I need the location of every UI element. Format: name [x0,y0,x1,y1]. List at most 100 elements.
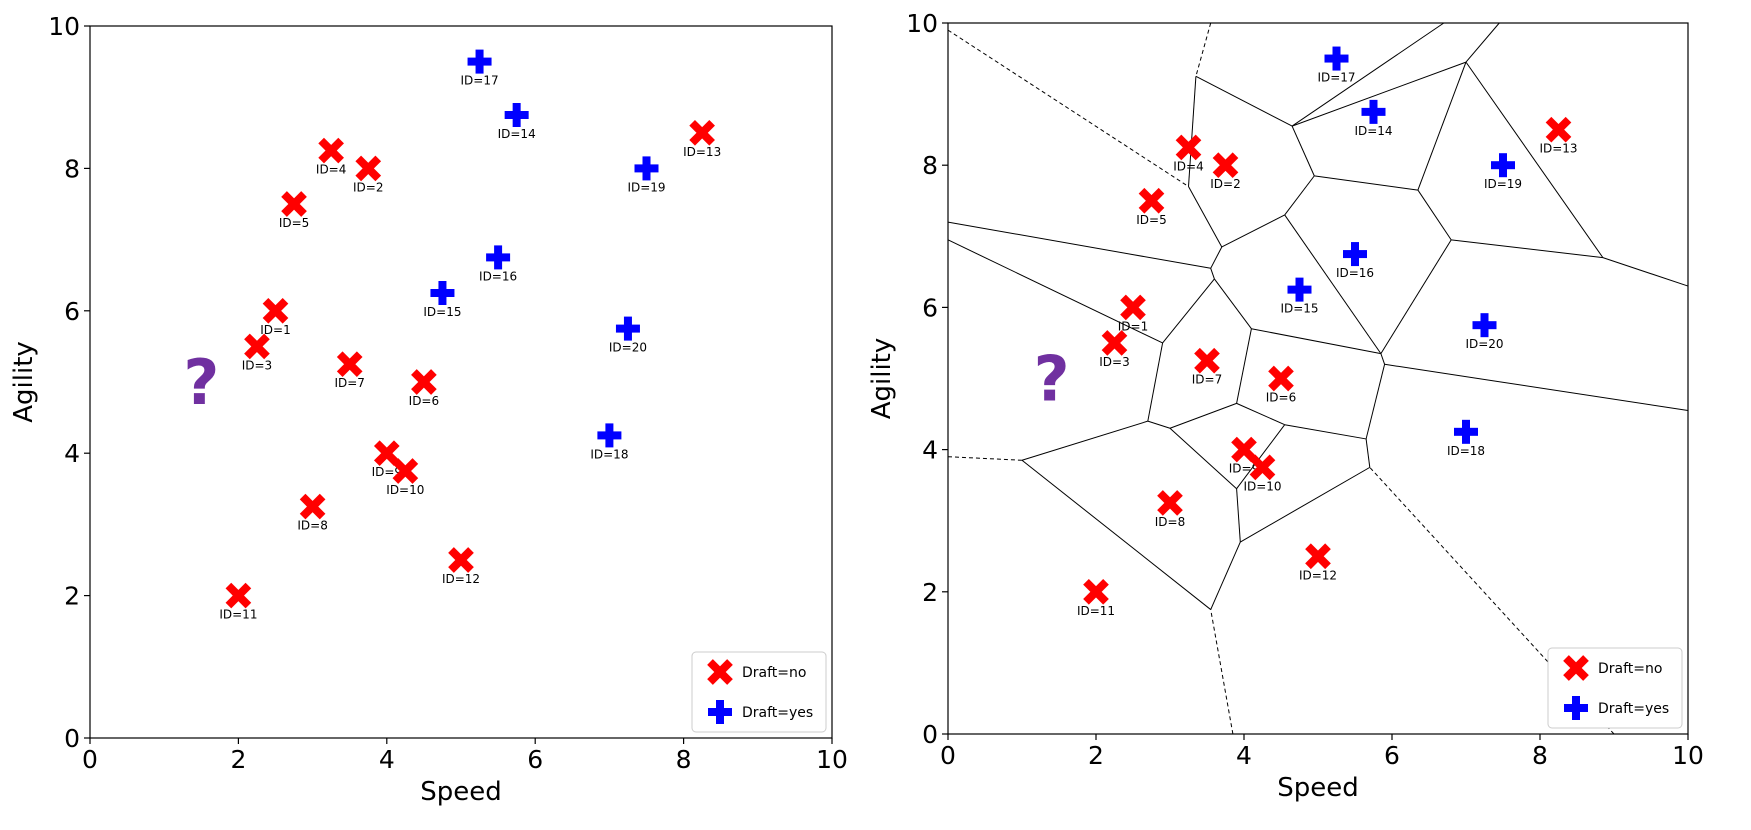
y-axis-label-right: Agility [867,338,897,420]
legend-entry-label: Draft=yes [1598,701,1669,717]
legend-draft-no-icon [1563,655,1589,681]
draft-yes-marker [1472,313,1497,338]
voronoi-edge [1291,125,1315,177]
point-id-label: ID=1 [1118,319,1148,333]
voronoi-edge [1236,488,1241,543]
point-id-label: ID=1 [260,323,290,337]
draft-no-marker [318,137,344,164]
voronoi-edge [1236,424,1286,490]
voronoi-edge [1284,175,1315,216]
legend-entry-label: Draft=yes [742,705,813,721]
voronoi-edge-dashed [1369,467,1615,735]
x-tick-label: 8 [1532,741,1548,770]
voronoi-edge [1169,427,1237,490]
point-id-label: ID=5 [1136,213,1166,227]
draft-yes-marker [1287,277,1312,302]
point-id-label: ID=13 [1539,142,1577,156]
data-points-right: ID=1 ID=2 ID=3 ID=4 ID=5 ID=6 ID=7 ID=8 ID=9 ID=1… [1077,46,1578,618]
voronoi-edge [1314,175,1418,191]
legend-draft-yes-icon [1564,696,1588,720]
point-id-label: ID=2 [1210,177,1240,191]
y-tick-label: 0 [922,720,938,749]
voronoi-edge [1210,541,1241,610]
y-tick-label: 4 [64,439,80,468]
voronoi-edge-dashed [1195,22,1212,77]
point-id-label: ID=11 [1077,604,1115,618]
draft-yes-marker [1361,99,1386,124]
point-id-label: ID=18 [590,447,628,461]
draft-no-marker [1157,490,1183,516]
draft-no-marker [336,351,363,378]
draft-yes-marker [486,245,511,270]
x-tick-label: 10 [816,745,848,774]
draft-no-marker [373,440,400,467]
draft-yes-marker [1324,46,1349,71]
voronoi-edge [1602,257,1689,287]
draft-no-marker [392,458,419,484]
point-id-label: ID=9 [1229,462,1259,476]
query-point-right: ? [1034,343,1070,416]
point-id-label: ID=4 [1173,159,1203,173]
draft-no-marker [1120,294,1146,321]
y-tick-label: 8 [64,154,80,183]
draft-no-marker [299,493,326,520]
voronoi-cells-right [947,22,1689,735]
voronoi-edge [1251,328,1381,355]
query-point-left: ? [183,346,219,419]
point-id-label: ID=19 [1484,177,1522,191]
point-id-label: ID=11 [219,608,257,622]
draft-yes-marker [467,49,492,74]
draft-no-marker [244,333,270,360]
x-tick-label: 0 [82,745,98,774]
point-id-label: ID=5 [279,216,309,230]
draft-no-marker [1175,134,1202,161]
voronoi-edge [1365,364,1386,440]
draft-no-marker [411,369,437,395]
draft-no-marker [281,191,307,217]
point-id-label: ID=20 [1465,337,1503,351]
point-id-label: ID=6 [1266,391,1296,405]
draft-yes-marker [1491,153,1515,178]
draft-no-marker [1212,152,1239,179]
draft-yes-marker [1454,419,1478,444]
draft-no-marker [1305,543,1331,570]
draft-no-marker [355,155,382,182]
point-id-label: ID=8 [1155,515,1185,529]
axis-ticks-right: 0 2 4 6 8 10 0 2 4 6 8 10 [906,9,1704,770]
draft-no-marker [1138,187,1165,214]
voronoi-edge-dashed [947,456,1023,461]
point-id-label: ID=4 [316,163,346,177]
draft-no-marker [262,297,289,324]
draft-no-marker [1231,436,1257,463]
draft-yes-marker [430,281,455,305]
point-id-label: ID=17 [1317,71,1355,85]
plot-frame-left [89,25,833,739]
voronoi-edge [1236,402,1285,426]
x-tick-label: 4 [379,745,395,774]
x-tick-label: 6 [1384,741,1400,770]
voronoi-edge-dashed [1210,609,1234,735]
voronoi-edge [1465,22,1500,63]
y-tick-label: 6 [922,293,938,322]
x-tick-label: 0 [940,741,956,770]
x-tick-label: 4 [1236,741,1252,770]
point-id-label: ID=12 [1299,568,1337,582]
draft-no-marker [1545,116,1572,143]
draft-no-marker [1268,365,1294,392]
y-tick-label: 2 [922,578,938,607]
point-id-label: ID=3 [242,358,272,372]
point-id-label: ID=3 [1099,355,1129,369]
voronoi-edge [1236,328,1252,404]
point-id-label: ID=10 [1243,479,1281,493]
voronoi-edge [1240,466,1371,543]
point-id-label: ID=19 [627,180,665,194]
y-tick-label: 10 [906,9,938,38]
point-id-label: ID=2 [353,180,383,194]
legend-draft-no-icon [707,659,733,685]
point-id-label: ID=17 [460,74,498,88]
voronoi-edge [1284,424,1367,440]
y-tick-label: 6 [64,297,80,326]
voronoi-edge [1291,22,1445,127]
legend-entry-label: Draft=no [1598,661,1662,677]
